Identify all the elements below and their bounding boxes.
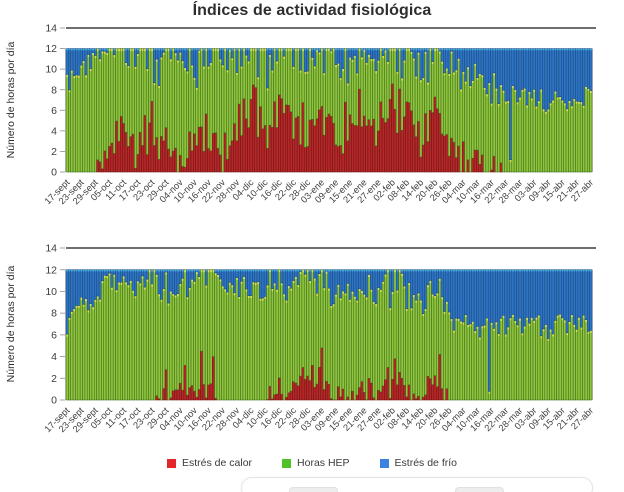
bars-layer — [65, 269, 593, 401]
legend-label: Horas HEP — [297, 457, 350, 469]
partial-button-1[interactable] — [289, 487, 338, 492]
y-tick-label: 2 — [51, 373, 57, 385]
legend-swatch-icon — [282, 458, 292, 468]
top-chart: 14 12 10 8 6 4 2 0 Número de horas por día 17-sep… — [5, 23, 596, 206]
y-tick-label: 0 — [51, 395, 57, 407]
legend-label: Estrés de frío — [394, 457, 457, 469]
legend-item-2: Horas HEP — [282, 457, 350, 469]
y-tick-label: 10 — [45, 64, 57, 76]
y-tick-label: 12 — [45, 43, 57, 55]
y-axis-title: Número de horas por día — [5, 41, 17, 158]
y-tick-label: 10 — [45, 286, 57, 298]
y-axis-title: Número de horas por día — [5, 265, 17, 382]
y-tick-label: 4 — [51, 125, 57, 137]
x-axis-labels: 17-sept23-sept29-sept05-oct11-oct17-oct2… — [43, 405, 596, 434]
bars-layer — [65, 48, 593, 173]
y-tick-label: 6 — [51, 329, 57, 341]
y-axis-ticks: 14 12 10 8 6 4 2 0 — [45, 23, 65, 179]
partial-panel — [241, 477, 593, 492]
legend: Estrés de calor Horas HEP Estrés de frío — [0, 457, 624, 469]
y-tick-label: 2 — [51, 146, 57, 158]
legend-item-3: Estrés de frío — [379, 457, 457, 469]
y-tick-label: 6 — [51, 105, 57, 117]
y-tick-label: 0 — [51, 167, 57, 179]
y-axis-ticks: 14 12 10 8 6 4 2 0 — [45, 243, 65, 407]
partial-button-2[interactable] — [455, 487, 504, 492]
y-tick-label: 8 — [51, 84, 57, 96]
legend-swatch-icon — [379, 458, 389, 468]
legend-label: Estrés de calor — [182, 457, 253, 469]
bottom-chart: 14 12 10 8 6 4 2 0 Número de horas por día 17-sep… — [5, 243, 596, 434]
y-tick-label: 14 — [45, 23, 57, 35]
y-tick-label: 8 — [51, 308, 57, 320]
y-tick-label: 14 — [45, 243, 57, 255]
x-axis-labels: 17-sept23-sept29-sept05-oct11-oct17-oct2… — [43, 177, 596, 206]
legend-swatch-icon — [167, 458, 176, 468]
y-tick-label: 12 — [45, 264, 57, 276]
chart-title: Índices de actividad fisiológica — [192, 2, 432, 19]
legend-item-1: Estrés de calor — [167, 457, 252, 469]
y-tick-label: 4 — [51, 351, 57, 363]
